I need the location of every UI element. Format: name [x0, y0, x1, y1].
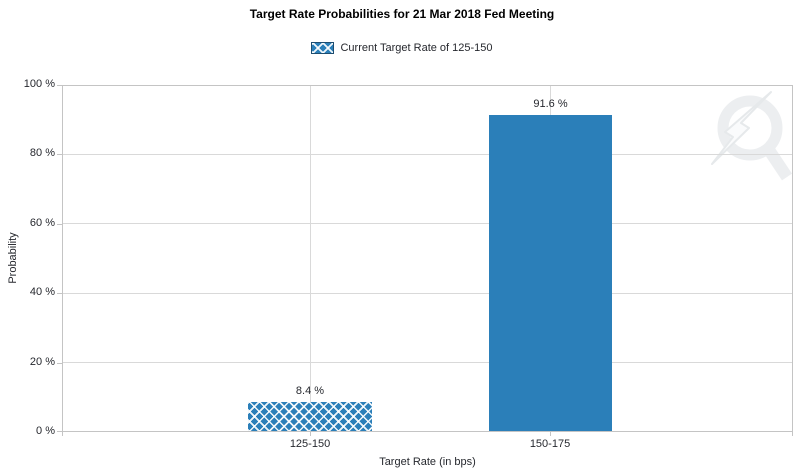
y-tick-label-60: 60 %	[29, 217, 55, 229]
y-tick-label-0: 0 %	[36, 425, 55, 437]
y-tick-mark	[57, 293, 62, 294]
y-tick-label-80: 80 %	[29, 147, 55, 159]
quikstrike-watermark-icon	[711, 91, 792, 181]
bar-value-label: 91.6 %	[533, 98, 568, 110]
gridline	[310, 86, 311, 431]
y-tick-mark	[57, 431, 62, 432]
y-tick-mark	[57, 363, 62, 364]
y-tick-mark	[57, 154, 62, 155]
y-axis-title: Probability	[7, 232, 19, 284]
bar-group-125-150: 8.4 %	[248, 86, 372, 431]
y-tick-label-100: 100 %	[23, 78, 55, 90]
legend-crosshatch-swatch-icon	[311, 42, 335, 54]
legend: Current Target Rate of 125-150	[0, 41, 804, 55]
x-tick-mark	[310, 431, 311, 436]
y-tick-mark	[57, 224, 62, 225]
bar-group-150-175: 91.6 %	[489, 86, 612, 431]
x-tick-mark	[62, 431, 63, 436]
gridline	[63, 293, 792, 294]
x-tick-mark	[792, 431, 793, 436]
chart-title: Target Rate Probabilities for 21 Mar 201…	[249, 7, 555, 21]
legend-label: Current Target Rate of 125-150	[340, 42, 493, 54]
gridline	[63, 362, 792, 363]
x-axis-title: Target Rate (in bps)	[379, 456, 476, 468]
x-tick-label-125-150: 125-150	[289, 438, 331, 450]
x-tick-label-150-175: 150-175	[529, 438, 571, 450]
bar-150-175	[489, 115, 612, 431]
bar-125-150	[248, 402, 372, 431]
y-tick-mark	[57, 85, 62, 86]
gridline	[63, 154, 792, 155]
plot-area: 8.4 % 91.6 %	[62, 85, 793, 432]
x-tick-mark	[550, 431, 551, 436]
bar-value-label: 8.4 %	[295, 385, 325, 397]
y-tick-label-40: 40 %	[29, 286, 55, 298]
y-tick-label-20: 20 %	[29, 356, 55, 368]
gridline	[63, 223, 792, 224]
